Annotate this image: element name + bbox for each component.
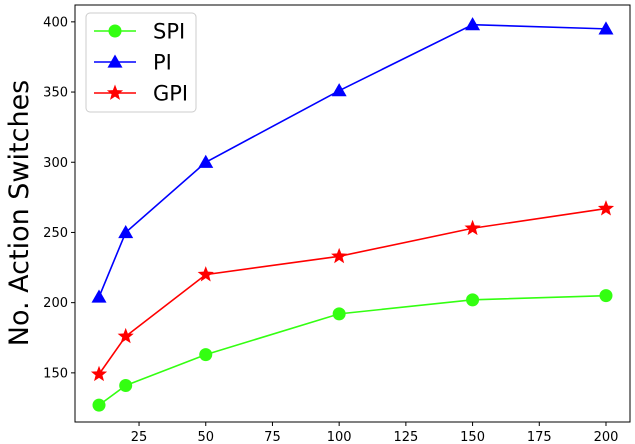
y-axis-label: No. Action Switches	[4, 80, 35, 347]
legend-label-pi: PI	[153, 51, 172, 75]
pi-data-point	[198, 154, 214, 168]
x-tick-label: 175	[527, 430, 552, 444]
gpi-data-point	[464, 219, 481, 236]
gpi-data-point	[597, 200, 615, 216]
legend-marker-gpi	[106, 84, 124, 100]
gpi-data-point	[90, 365, 108, 382]
gpi-data-point	[331, 247, 348, 264]
legend-marker-pi	[107, 54, 123, 68]
legend: SPI PI GPI	[85, 12, 197, 113]
x-tick-label: 75	[264, 430, 281, 444]
y-tick-label: 400	[43, 15, 68, 30]
pi-series-line	[98, 23, 607, 298]
y-tick-label: 300	[43, 156, 68, 171]
spi-data-point	[466, 293, 480, 307]
gpi-data-point	[197, 266, 214, 282]
pi-data-point	[331, 83, 347, 97]
pi-data-point	[118, 224, 134, 239]
x-tick-label: 150	[460, 430, 485, 444]
x-tick-label: 25	[131, 430, 148, 444]
spi-data-point	[119, 378, 133, 392]
x-tick-label: 50	[197, 430, 214, 444]
y-tick-label: 200	[43, 296, 68, 311]
series-markers	[90, 17, 615, 412]
spi-data-point	[199, 348, 213, 362]
pi-data-point	[91, 289, 107, 303]
legend-box	[85, 12, 197, 113]
y-tick-label: 150	[43, 366, 68, 381]
x-tick-label: 125	[393, 430, 418, 444]
legend-marker-spi	[108, 24, 122, 38]
legend-label-gpi: GPI	[153, 82, 188, 106]
spi-data-point	[332, 307, 346, 321]
pi-data-point	[465, 17, 481, 31]
axis-ticks: 25 50 75 100 125 150 175 200 150 200 250 300 350 400	[43, 15, 618, 444]
pi-data-point	[598, 21, 614, 35]
gpi-data-point	[117, 327, 134, 344]
legend-label-spi: SPI	[153, 20, 185, 44]
spi-data-point	[92, 398, 106, 412]
y-tick-label: 250	[43, 226, 68, 241]
x-tick-label: 200	[594, 430, 619, 444]
y-tick-label: 350	[43, 86, 68, 101]
spi-data-point	[599, 289, 613, 303]
x-tick-label: 100	[327, 430, 352, 444]
